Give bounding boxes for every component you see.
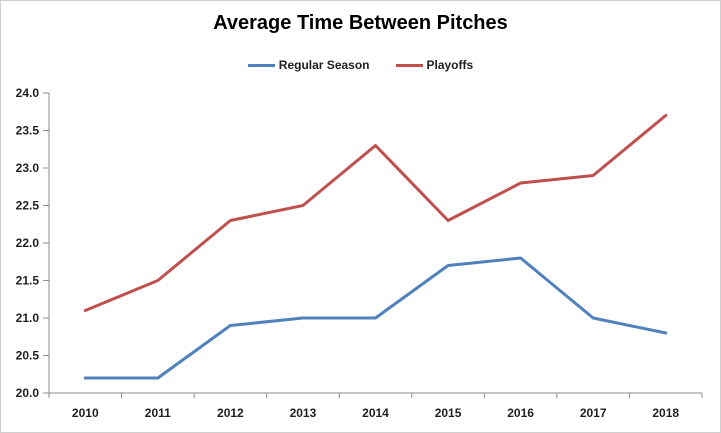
legend-line-swatch-regular-season — [247, 63, 275, 67]
y-tick-label: 22.5 — [16, 199, 40, 213]
y-tick-label: 21.0 — [16, 311, 40, 325]
y-tick-label: 24.0 — [16, 86, 40, 100]
x-tick-label: 2010 — [72, 406, 99, 420]
legend-label-regular-season: Regular Season — [278, 58, 370, 72]
x-tick-label: 2011 — [145, 406, 171, 420]
y-tick-label: 23.5 — [16, 124, 40, 138]
series-line-playoffs — [83, 114, 668, 312]
legend-line-swatch-playoffs — [395, 63, 423, 67]
x-tick-label: 2016 — [507, 406, 534, 420]
x-tick-label: 2017 — [580, 406, 607, 420]
x-tick-label: 2018 — [652, 406, 679, 420]
y-tick-label: 22.0 — [16, 236, 40, 250]
series-line-regular-season — [83, 256, 668, 380]
y-tick-label: 20.5 — [16, 349, 40, 363]
x-tick-label: 2015 — [435, 406, 462, 420]
x-tick-label: 2012 — [217, 406, 244, 420]
x-tick-label: 2013 — [290, 406, 317, 420]
y-tick-label: 20.0 — [16, 386, 40, 400]
chart-title: Average Time Between Pitches — [213, 12, 508, 34]
legend-item-regular-season: Regular Season — [247, 58, 370, 72]
legend-label-playoffs: Playoffs — [426, 58, 474, 72]
legend: Regular Season Playoffs — [1, 58, 720, 72]
x-tick-label: 2014 — [362, 406, 389, 420]
y-tick-label: 21.5 — [16, 274, 40, 288]
y-tick-label: 23.0 — [16, 161, 40, 175]
legend-item-playoffs: Playoffs — [395, 58, 474, 72]
